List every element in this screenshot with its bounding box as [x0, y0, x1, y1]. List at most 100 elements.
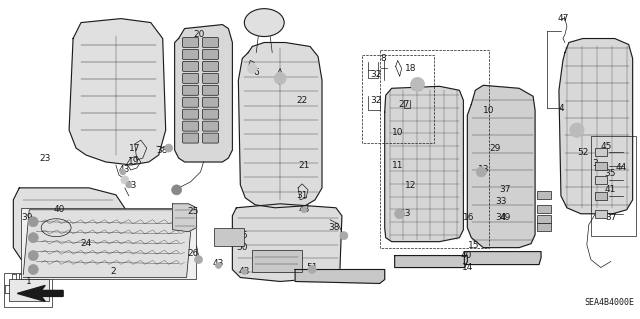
- Circle shape: [195, 256, 202, 263]
- Text: 10: 10: [392, 128, 403, 137]
- Text: 36: 36: [236, 231, 248, 240]
- Bar: [10, 279, 49, 301]
- Bar: [537, 223, 551, 231]
- Polygon shape: [173, 204, 196, 232]
- Circle shape: [570, 123, 584, 137]
- Text: 38: 38: [328, 223, 340, 232]
- FancyBboxPatch shape: [182, 85, 198, 95]
- Text: 7: 7: [276, 78, 282, 87]
- Bar: [595, 192, 607, 200]
- Text: 45: 45: [601, 142, 612, 151]
- Polygon shape: [559, 39, 632, 214]
- Polygon shape: [17, 286, 63, 301]
- Circle shape: [395, 209, 404, 219]
- Text: 23: 23: [40, 153, 51, 162]
- Polygon shape: [395, 256, 467, 268]
- FancyBboxPatch shape: [202, 109, 218, 119]
- Circle shape: [126, 182, 132, 188]
- FancyBboxPatch shape: [182, 73, 198, 83]
- Circle shape: [241, 269, 247, 274]
- Circle shape: [172, 185, 182, 195]
- Bar: [214, 228, 244, 246]
- Text: 30: 30: [220, 233, 231, 242]
- Text: 12: 12: [405, 182, 416, 190]
- Bar: [537, 205, 551, 213]
- Text: 13: 13: [400, 209, 412, 218]
- FancyBboxPatch shape: [202, 38, 218, 48]
- Polygon shape: [13, 188, 126, 268]
- Text: 8: 8: [381, 54, 387, 63]
- Text: 40: 40: [461, 251, 472, 260]
- Text: 33: 33: [495, 197, 507, 206]
- Polygon shape: [232, 204, 342, 281]
- FancyBboxPatch shape: [202, 133, 218, 143]
- Bar: [252, 249, 302, 271]
- Bar: [537, 215, 551, 223]
- Circle shape: [28, 264, 38, 274]
- Circle shape: [28, 217, 38, 227]
- Text: 46: 46: [412, 84, 423, 93]
- Text: 17: 17: [129, 144, 141, 152]
- Text: 26: 26: [187, 249, 198, 258]
- Text: 40: 40: [54, 205, 65, 214]
- Text: 37: 37: [499, 185, 511, 194]
- Bar: [595, 148, 607, 156]
- Bar: [595, 162, 607, 170]
- Polygon shape: [69, 19, 166, 165]
- Text: SEA4B4000E: SEA4B4000E: [584, 298, 635, 307]
- Circle shape: [301, 207, 307, 213]
- Text: 44: 44: [616, 163, 627, 173]
- Text: 49: 49: [499, 213, 511, 222]
- Text: 2: 2: [110, 267, 116, 276]
- Bar: [537, 191, 551, 199]
- Text: 51: 51: [307, 263, 318, 272]
- Text: 47: 47: [557, 14, 568, 23]
- Text: 43: 43: [239, 267, 250, 276]
- Text: 31: 31: [296, 191, 308, 200]
- Text: 16: 16: [463, 213, 474, 222]
- Text: 4: 4: [558, 104, 564, 113]
- Polygon shape: [465, 252, 541, 264]
- Circle shape: [121, 176, 129, 184]
- Text: 43: 43: [212, 259, 224, 268]
- FancyBboxPatch shape: [182, 62, 198, 71]
- FancyBboxPatch shape: [182, 97, 198, 107]
- Circle shape: [476, 167, 486, 177]
- Text: 43: 43: [125, 182, 136, 190]
- Text: 27: 27: [398, 100, 410, 109]
- Circle shape: [164, 144, 173, 152]
- Bar: [380, 50, 489, 248]
- Text: 6: 6: [253, 68, 259, 77]
- Bar: [4, 272, 52, 307]
- Text: 5: 5: [260, 10, 266, 19]
- Polygon shape: [238, 42, 322, 208]
- Polygon shape: [175, 25, 232, 162]
- Circle shape: [247, 63, 257, 73]
- FancyBboxPatch shape: [202, 97, 218, 107]
- FancyBboxPatch shape: [182, 133, 198, 143]
- Text: 10: 10: [483, 106, 494, 115]
- Circle shape: [340, 232, 348, 240]
- Text: 37: 37: [605, 213, 616, 222]
- FancyBboxPatch shape: [182, 38, 198, 48]
- Polygon shape: [295, 270, 385, 284]
- FancyBboxPatch shape: [202, 85, 218, 95]
- Circle shape: [308, 265, 316, 273]
- Text: 29: 29: [490, 144, 501, 152]
- Text: 38: 38: [156, 145, 168, 154]
- Text: 32: 32: [370, 96, 381, 105]
- Ellipse shape: [244, 9, 284, 37]
- Polygon shape: [467, 85, 535, 248]
- Text: 48: 48: [259, 259, 269, 268]
- FancyBboxPatch shape: [202, 62, 218, 71]
- Text: 43: 43: [118, 166, 129, 174]
- Bar: [595, 210, 607, 218]
- Text: 3: 3: [592, 160, 598, 168]
- FancyBboxPatch shape: [202, 49, 218, 59]
- Text: 42: 42: [572, 124, 582, 133]
- FancyBboxPatch shape: [202, 73, 218, 83]
- Text: 19: 19: [128, 158, 140, 167]
- Polygon shape: [385, 86, 463, 241]
- Text: FR.: FR.: [66, 287, 82, 296]
- Text: 13: 13: [477, 166, 489, 174]
